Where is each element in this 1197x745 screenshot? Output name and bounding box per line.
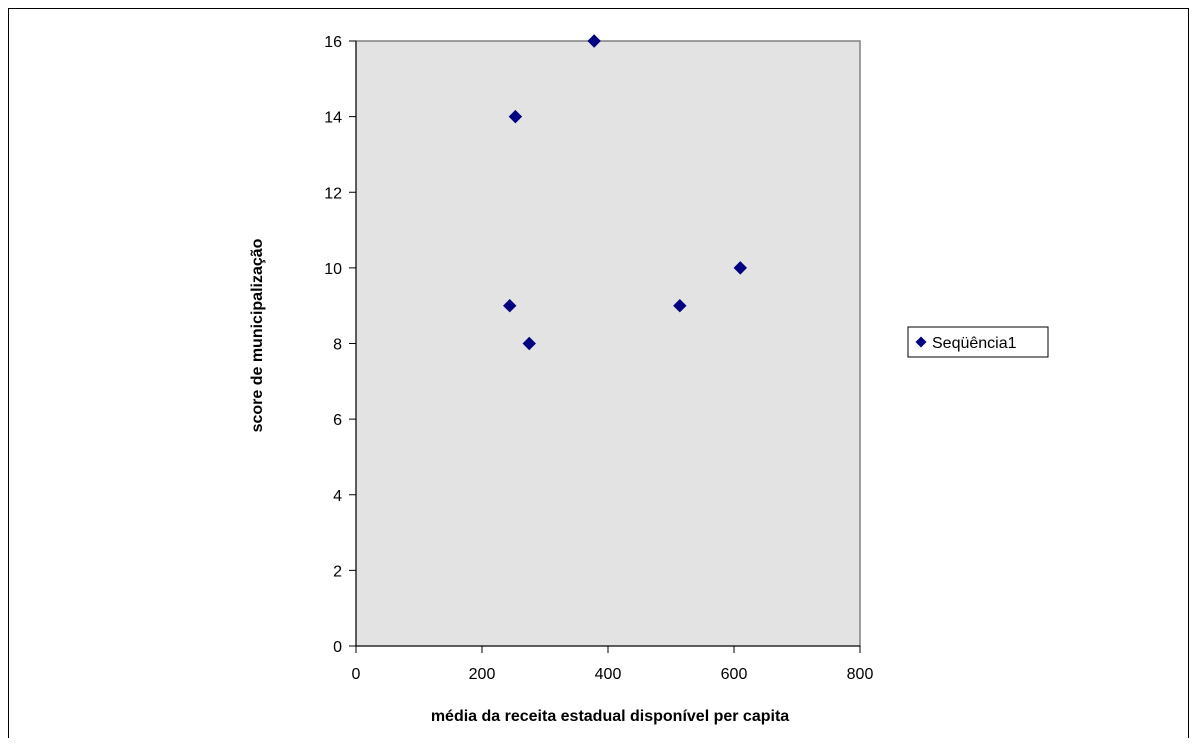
chart-frame: [8, 8, 1189, 738]
legend-marker: [915, 336, 927, 348]
legend: Seqüência1: [907, 326, 1049, 358]
y-tick-label: 8: [333, 337, 342, 354]
data-point: [522, 336, 536, 351]
data-point: [587, 34, 601, 48]
data-point: [733, 261, 748, 275]
y-tick-label: 14: [324, 110, 342, 127]
y-tick-label: 2: [333, 563, 342, 580]
y-tick-label: 16: [324, 34, 342, 51]
y-tick-label: 12: [324, 185, 342, 202]
y-axis-title: score de municipalização: [249, 238, 266, 432]
x-axis: 0 200 400 600 800: [352, 645, 874, 683]
y-tick-label: 6: [333, 412, 342, 429]
y-tick-label: 10: [324, 261, 342, 278]
x-tick-label: 400: [595, 666, 622, 683]
data-point: [508, 109, 523, 124]
data-points: [503, 34, 748, 351]
data-point: [503, 298, 517, 313]
data-point: [673, 298, 687, 313]
x-tick-label: 600: [721, 666, 748, 683]
x-tick-label: 0: [352, 666, 361, 683]
y-tick-label: 0: [333, 639, 342, 656]
y-axis: 0 2 4 6 8 10 12 14 16: [324, 34, 357, 656]
plot-area: [355, 40, 861, 647]
x-axis-title: média da receita estadual disponível per…: [431, 708, 789, 725]
y-tick-label: 4: [333, 488, 342, 505]
x-tick-label: 800: [847, 666, 874, 683]
x-tick-label: 200: [469, 666, 496, 683]
legend-label: Seqüência1: [932, 335, 1017, 352]
legend-box: [907, 326, 1049, 358]
